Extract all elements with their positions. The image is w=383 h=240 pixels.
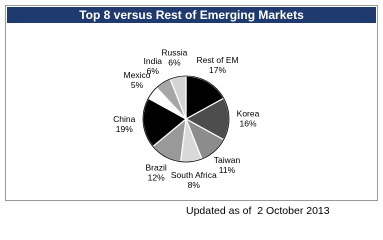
slice-value-label: 19% [116, 124, 133, 134]
chart-frame: Top 8 versus Rest of Emerging Markets [5, 5, 378, 201]
slice-value-label: 16% [239, 118, 256, 128]
slice-label: India [144, 56, 163, 66]
slice-label: Russia [161, 47, 187, 57]
slice-value-label: 6% [147, 66, 160, 76]
page: {"chart_data": {"type": "pie", "title": … [5, 5, 378, 217]
slice-value-label: 6% [168, 57, 181, 67]
slice-value-label: 5% [131, 80, 144, 90]
chart-title: Top 8 versus Rest of Emerging Markets [7, 7, 376, 23]
update-note: Updated as of 2 October 2013 [186, 205, 330, 217]
slice-label: Taiwan [214, 155, 241, 165]
slice-label: South Africa [171, 170, 217, 180]
slice-label: China [113, 114, 135, 124]
slice-label: Korea [237, 108, 260, 118]
slice-label: Mexico [124, 70, 151, 80]
slice-value-label: 12% [148, 173, 165, 183]
slice-label: Rest of EM [197, 55, 239, 65]
slice-value-label: 11% [219, 165, 236, 175]
slice-value-label: 8% [188, 180, 201, 190]
slice-value-label: 17% [209, 65, 226, 75]
slice-label: Brazil [145, 163, 166, 173]
pie-outline [142, 75, 230, 163]
